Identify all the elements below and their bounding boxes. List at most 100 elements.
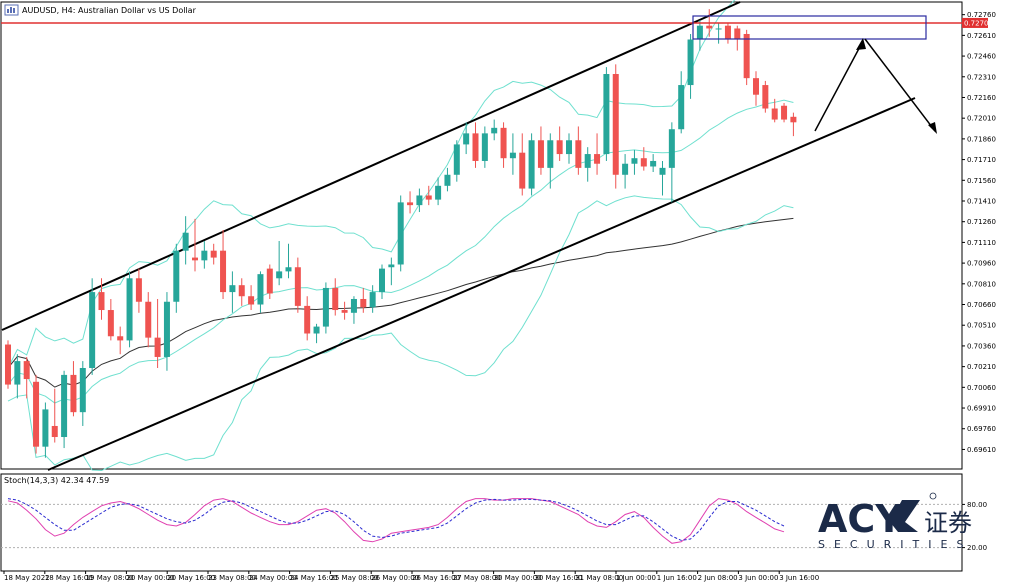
trend-channel-layer [1, 1, 916, 471]
logo-main-text: ACY [818, 497, 903, 541]
bollinger-lower-line [7, 195, 794, 472]
candle [556, 126, 563, 161]
time-tick-label: 3 Jun 00:00 [738, 574, 778, 582]
candle [145, 292, 152, 348]
price-axis: 0.72760 0.72610 0.72460 0.72310 0.72160 0.720… [962, 11, 996, 454]
candle-body [182, 232, 189, 251]
candle [341, 301, 348, 320]
candle [107, 298, 114, 341]
candle [500, 122, 507, 168]
candle-body [724, 25, 731, 40]
candle-body [126, 278, 133, 341]
candle [14, 354, 21, 399]
candle [575, 126, 582, 175]
candle [659, 160, 666, 196]
candle-body [715, 28, 722, 30]
time-tick-label: 3 Jun 16:00 [779, 574, 819, 582]
candle-body [650, 160, 657, 167]
candle [790, 112, 797, 137]
candle [753, 71, 759, 106]
stochastic-layer: 80.00 20.00 [1, 498, 987, 552]
candle-body [668, 129, 675, 168]
candles-layer [5, 9, 797, 458]
time-tick-label: 1 Jun 16:00 [657, 574, 697, 582]
stoch-signal-line [7, 498, 785, 541]
arrow-down-icon [864, 38, 936, 132]
candle [407, 191, 414, 214]
candle [379, 264, 385, 299]
candle [117, 326, 124, 355]
candle-body [51, 425, 58, 438]
price-tick-label: 0.71110 [967, 239, 996, 247]
time-tick-label: 26 May 00:00 [371, 574, 419, 582]
price-tick-label: 0.71710 [967, 156, 996, 164]
time-tick-label: 24 May 00:00 [249, 574, 297, 582]
candle-body [528, 140, 535, 189]
time-tick-label: 27 May 08:00 [453, 574, 501, 582]
candle-body [304, 305, 311, 334]
time-tick-label: 30 May 16:00 [534, 574, 582, 582]
candle [715, 22, 722, 44]
candle-body [566, 140, 572, 155]
candle [453, 140, 460, 182]
price-tick-label: 0.70810 [967, 280, 996, 288]
annotations-layer: 0.72700 [1, 15, 993, 134]
candle [294, 257, 301, 313]
candle-body [135, 278, 142, 302]
time-tick-label: 31 May 08:00 [575, 574, 623, 582]
candle [650, 154, 657, 173]
candle [519, 133, 526, 196]
price-tick-label: 0.71410 [967, 197, 996, 205]
candle [89, 278, 96, 375]
candle [537, 126, 544, 175]
candle [762, 80, 769, 113]
price-tick-label: 0.70060 [967, 384, 996, 392]
candle-body [603, 74, 610, 155]
candle-body [584, 154, 591, 168]
candle-body [706, 25, 713, 29]
candle [678, 71, 685, 134]
candle-body [210, 250, 217, 258]
candle [229, 271, 236, 313]
candle [70, 361, 77, 417]
candle [23, 356, 30, 399]
price-tick-label: 0.69760 [967, 425, 996, 433]
candle-body [771, 108, 778, 120]
price-tick-label: 0.72610 [967, 32, 996, 40]
candle-body [762, 85, 769, 109]
candle-body [313, 326, 320, 334]
candle-body [266, 268, 273, 294]
candle-body [248, 296, 255, 305]
stoch-level-label: 80.00 [967, 501, 987, 509]
candle-body [117, 336, 124, 341]
acy-securities-logo: ACY 证券 SECURITIES [818, 492, 972, 551]
candle [126, 271, 133, 348]
candle [61, 370, 68, 449]
candle-body [388, 264, 395, 268]
candle-body [294, 267, 301, 306]
candle-body [332, 287, 339, 311]
time-tick-label: 25 May 08:00 [330, 574, 378, 582]
price-tick-label: 0.72010 [967, 115, 996, 123]
price-tick-label: 0.70360 [967, 342, 996, 350]
candle-body [687, 39, 694, 86]
candle [734, 25, 741, 51]
candle [388, 257, 395, 286]
registered-mark [929, 492, 937, 500]
time-tick-label: 23 May 08:00 [208, 574, 256, 582]
candle [192, 218, 198, 272]
price-tick-label: 0.69610 [967, 446, 996, 454]
stoch-level-label: 20.00 [967, 544, 987, 552]
candle [612, 64, 619, 189]
candle-body [463, 133, 470, 145]
candle-body [444, 174, 451, 186]
candle-body [341, 310, 348, 313]
candle-body [238, 285, 245, 297]
candle [257, 271, 264, 313]
candle-body [107, 310, 114, 337]
candle [369, 285, 376, 313]
candle-body [5, 344, 11, 385]
candle [444, 167, 451, 192]
candle [724, 22, 731, 44]
